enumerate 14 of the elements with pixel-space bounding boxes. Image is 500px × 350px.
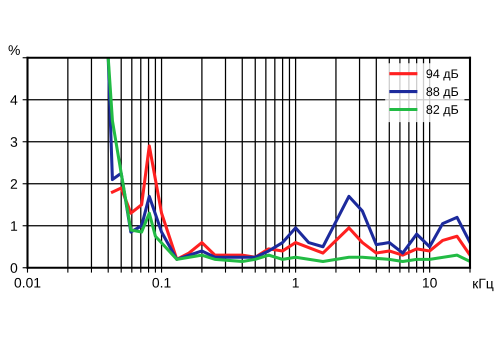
y-axis-title: % xyxy=(8,45,20,55)
legend-label: 82 дБ xyxy=(426,105,458,116)
x-axis-title: кГц xyxy=(473,278,494,292)
y-tick-label: 4 xyxy=(10,95,18,105)
x-tick-label: 0.1 xyxy=(152,278,171,288)
legend-label: 94 дБ xyxy=(426,69,458,81)
x-tick-label: 1 xyxy=(292,278,299,288)
y-tick-label: 1 xyxy=(11,221,18,231)
x-tick-label: 10 xyxy=(422,278,437,288)
y-tick-label: 3 xyxy=(10,137,18,147)
y-tick-label: 0 xyxy=(10,263,18,273)
y-tick-label: 2 xyxy=(10,179,18,189)
x-tick-label: 0.01 xyxy=(14,278,40,288)
legend-label: 88 дБ xyxy=(426,87,458,98)
